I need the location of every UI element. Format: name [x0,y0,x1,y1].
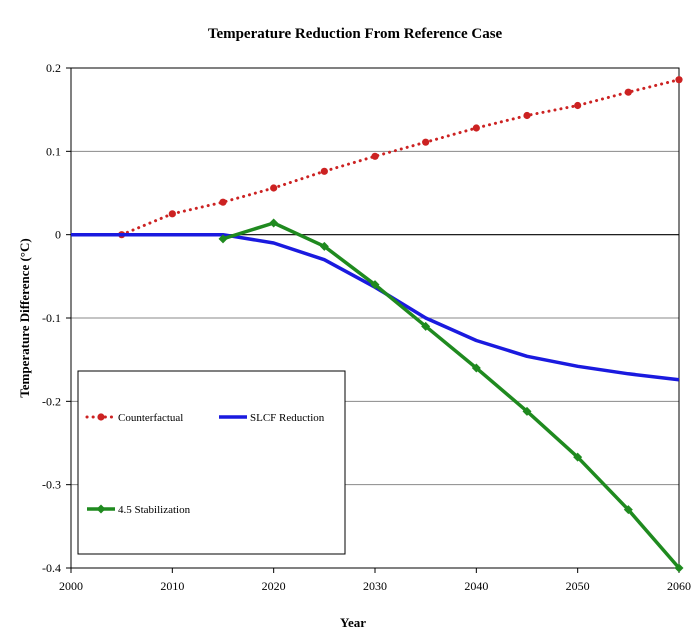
series-4-5-stabilization [218,218,684,573]
series-slcf-reduction [71,232,680,382]
y-tick-label: 0.2 [46,61,61,75]
data-point-marker [269,218,279,228]
data-point-marker [472,124,480,132]
data-point-marker [319,241,329,251]
data-point-marker [421,321,431,331]
x-tick-label: 2010 [160,579,184,593]
x-tick-label: 2060 [667,579,691,593]
series-line [120,78,681,237]
data-point-marker [675,76,683,84]
x-tick-label: 2040 [464,579,488,593]
data-point-marker [168,210,176,218]
y-tick-label: -0.4 [42,561,61,575]
legend: Counterfactual SLCF Reduction 4.5 Stabiliz… [77,370,346,555]
data-point-marker [320,167,328,175]
legend-label: 4.5 Stabilization [118,504,191,516]
x-axis-title: Year [340,615,366,630]
data-point-marker [522,406,532,416]
data-point-marker [624,88,632,96]
x-tick-label: 2050 [566,579,590,593]
y-tick-label: -0.2 [42,394,61,408]
series-counterfactual [118,76,683,239]
data-point-marker [523,111,531,120]
legend-marker [97,413,105,421]
data-point-marker [96,504,106,514]
legend-entry: Counterfactual [85,412,183,424]
data-point-marker [573,452,583,462]
x-tick-label: 2020 [262,579,286,593]
data-point-marker [370,280,380,290]
y-tick-label: 0 [55,228,61,242]
data-point-marker [270,184,278,192]
y-axis-ticks: 0.2 0.1 0 -0.1 -0.2 -0.3 -0.4 [42,61,71,575]
legend-entry: SLCF Reduction [219,412,325,424]
data-point-marker [422,138,430,146]
y-tick-label: -0.3 [42,478,61,492]
legend-label: Counterfactual [118,412,183,424]
data-point-marker [674,563,684,573]
series-lines [71,76,684,573]
data-point-marker [371,152,379,160]
x-tick-label: 2030 [363,579,387,593]
x-tick-label: 2000 [59,579,83,593]
data-point-marker [219,198,227,206]
data-point-marker [471,363,481,373]
data-point-marker [623,505,633,515]
legend-box [77,370,346,555]
data-point-marker [218,234,228,244]
y-tick-label: -0.1 [42,311,61,325]
y-axis-title: Temperature Difference (°C) [17,238,32,397]
series-line [71,232,680,382]
y-tick-label: 0.1 [46,144,61,158]
legend-entry: 4.5 Stabilization [87,504,191,516]
legend-label: SLCF Reduction [250,412,325,424]
x-axis-ticks: 2000 2010 2020 2030 2040 2050 2060 [59,568,691,593]
chart-title: Temperature Reduction From Reference Cas… [208,26,503,42]
series-line [222,221,681,570]
data-point-marker [574,101,582,110]
